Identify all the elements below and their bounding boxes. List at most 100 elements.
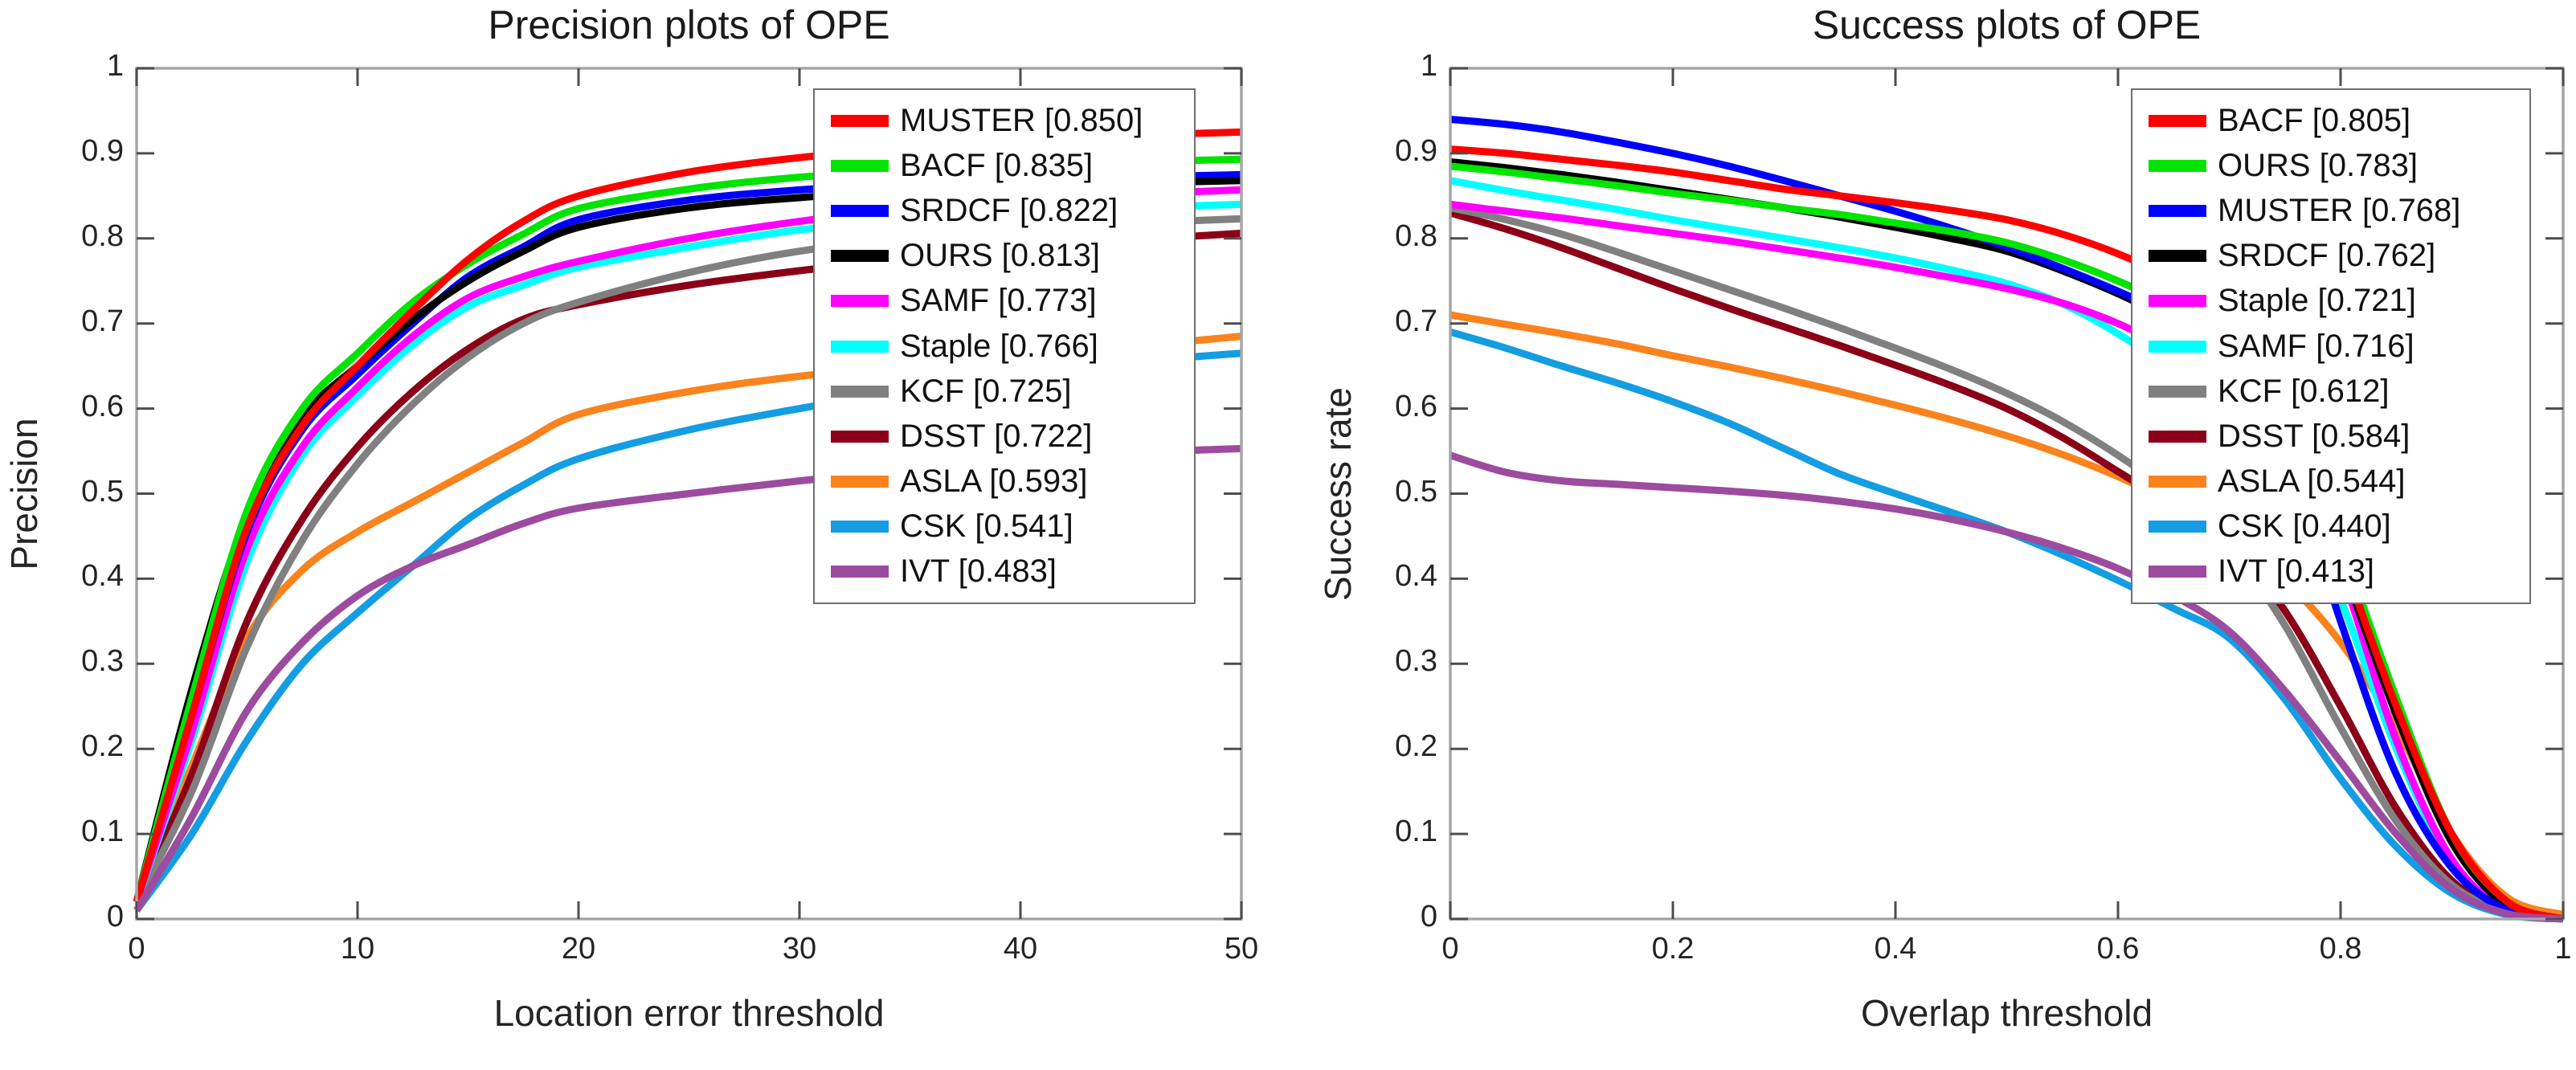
legend-label: SRDCF [0.822] — [900, 192, 1118, 228]
x-tick-label: 0 — [1441, 932, 1459, 966]
success-legend: BACF [0.805] OURS [0.783] MUSTER [0.768] SR… — [2131, 88, 2531, 604]
x-tick-label: 20 — [561, 932, 596, 966]
legend-label: OURS [0.813] — [900, 238, 1101, 274]
legend-line-swatch — [831, 159, 889, 172]
legend-label: ASLA [0.544] — [2218, 464, 2406, 500]
legend-label: KCF [0.612] — [2218, 373, 2390, 409]
x-tick-label: 0 — [128, 932, 145, 966]
legend-entry-ours: OURS [0.813] — [815, 234, 1194, 279]
tick-marks — [135, 67, 1243, 921]
legend-line-swatch — [2149, 566, 2206, 578]
y-tick-label: 0 — [1420, 900, 1437, 933]
legend-entry-muster: MUSTER [0.768] — [2132, 188, 2529, 233]
legend-label: SAMF [0.773] — [900, 283, 1097, 319]
x-tick-label: 40 — [1003, 932, 1038, 966]
x-tick-label: 0.8 — [2319, 932, 2362, 966]
legend-label: IVT [0.483] — [900, 553, 1057, 590]
legend-label: CSK [0.541] — [900, 508, 1073, 545]
y-tick-label: 0.7 — [81, 304, 124, 338]
y-tick-label: 0.6 — [1395, 389, 1437, 423]
series-line-muster — [1450, 116, 2564, 923]
legend-entry-bacf: BACF [0.805] — [2132, 98, 2529, 143]
success-plot-title: Success plots of OPE — [1812, 2, 2202, 47]
legend-entry-bacf: BACF [0.835] — [815, 143, 1194, 188]
legend-label: OURS [0.783] — [2218, 147, 2419, 183]
legend-entry-staple: Staple [0.721] — [2132, 279, 2529, 324]
y-tick-label: 0.8 — [81, 218, 124, 253]
legend-label: DSST [0.584] — [2218, 418, 2410, 454]
series-group-1 — [1449, 116, 2565, 923]
series-line-asla — [1450, 311, 2565, 919]
legend-entry-dsst: DSST [0.584] — [2132, 414, 2529, 459]
y-tick-label: 0.2 — [1395, 729, 1437, 764]
legend-line-swatch — [2149, 385, 2206, 398]
tick-marks — [1449, 67, 2565, 921]
legend-line-swatch — [2149, 114, 2206, 127]
precision-plot-title: Precision plots of OPE — [488, 2, 890, 47]
legend-entry-csk: CSK [0.440] — [2132, 504, 2529, 549]
y-tick-label: 0.3 — [81, 644, 124, 679]
y-tick-label: 0.9 — [1395, 133, 1437, 168]
legend-line-swatch — [831, 430, 889, 443]
series-line-ivt — [1449, 451, 2564, 923]
y-tick-label: 0.1 — [81, 815, 124, 849]
legend-line-swatch — [831, 566, 889, 578]
legend-entry-srdcf: SRDCF [0.822] — [815, 188, 1194, 233]
y-tick-label: 1 — [106, 49, 124, 83]
legend-line-swatch — [831, 114, 889, 127]
legend-label: BACF [0.805] — [2218, 102, 2411, 138]
legend-line-swatch — [2149, 340, 2206, 353]
x-tick-label: 0.4 — [1874, 932, 1917, 966]
legend-label: ASLA [0.593] — [900, 464, 1088, 500]
precision-x-axis-label: Location error threshold — [493, 992, 885, 1034]
y-tick-label: 0.4 — [81, 559, 124, 594]
legend-entry-ivt: IVT [0.483] — [815, 549, 1194, 594]
legend-line-swatch — [831, 385, 889, 398]
y-tick-label: 0.7 — [1395, 304, 1437, 338]
legend-entry-samf: SAMF [0.773] — [815, 279, 1194, 324]
legend-line-swatch — [831, 521, 889, 533]
y-tick-label: 0.6 — [81, 389, 124, 423]
y-tick-label: 0.5 — [1395, 474, 1437, 508]
y-tick-label: 0.1 — [1395, 815, 1437, 849]
x-tick-label: 30 — [782, 932, 817, 966]
legend-line-swatch — [2149, 476, 2206, 488]
legend-label: Staple [0.766] — [900, 328, 1098, 364]
y-tick-label: 0.8 — [1395, 218, 1437, 253]
legend-line-swatch — [831, 204, 889, 217]
y-tick-label: 0.2 — [81, 729, 124, 764]
y-tick-label: 0.5 — [81, 474, 124, 508]
legend-entry-srdcf: SRDCF [0.762] — [2132, 234, 2529, 279]
legend-line-swatch — [2149, 430, 2206, 443]
legend-line-swatch — [2149, 295, 2206, 308]
series-line-dsst — [1449, 209, 2564, 923]
legend-label: SAMF [0.716] — [2218, 328, 2414, 364]
legend-label: SRDCF [0.762] — [2218, 238, 2436, 274]
legend-line-swatch — [831, 295, 889, 308]
legend-entry-asla: ASLA [0.544] — [2132, 459, 2529, 504]
legend-entry-dsst: DSST [0.722] — [815, 414, 1194, 459]
legend-entry-muster: MUSTER [0.850] — [815, 98, 1194, 143]
legend-label: IVT [0.413] — [2218, 553, 2374, 590]
legend-entry-samf: SAMF [0.716] — [2132, 324, 2529, 369]
series-line-kcf — [1450, 204, 2564, 923]
x-tick-label: 1 — [2554, 932, 2572, 966]
legend-line-swatch — [831, 250, 889, 263]
legend-line-swatch — [831, 476, 889, 488]
x-tick-label: 0.2 — [1651, 932, 1695, 966]
legend-entry-kcf: KCF [0.612] — [2132, 369, 2529, 414]
x-tick-label: 50 — [1224, 932, 1259, 966]
x-tick-label: 0.6 — [2096, 932, 2140, 966]
y-tick-label: 0.3 — [1395, 644, 1437, 679]
legend-label: MUSTER [0.768] — [2218, 192, 2461, 228]
legend-label: CSK [0.440] — [2218, 508, 2391, 545]
legend-entry-asla: ASLA [0.593] — [815, 459, 1194, 504]
legend-line-swatch — [2149, 159, 2206, 172]
x-tick-label: 10 — [340, 932, 375, 966]
series-line-bacf — [1450, 145, 2565, 923]
y-tick-label: 1 — [1420, 49, 1437, 83]
y-tick-label: 0.4 — [1395, 559, 1437, 594]
legend-entry-staple: Staple [0.766] — [815, 324, 1194, 369]
legend-label: BACF [0.835] — [900, 147, 1094, 183]
